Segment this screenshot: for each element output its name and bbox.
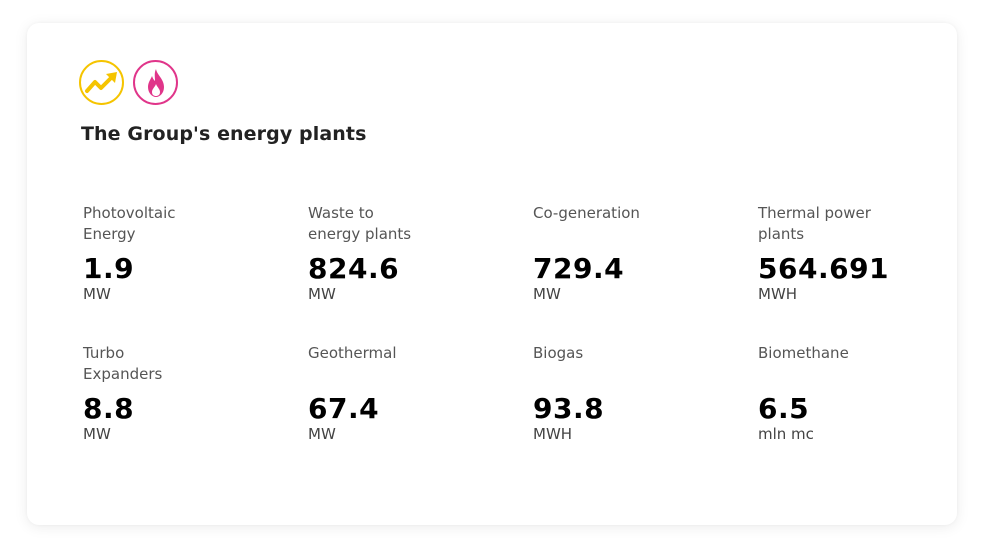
stat-thermal-power: Thermal power plants 564.691 MWH — [758, 203, 943, 343]
stats-grid: Photovoltaic Energy 1.9 MW Waste to ener… — [83, 203, 943, 483]
energy-plants-card — [27, 23, 957, 525]
stat-label: Waste to energy plants — [308, 204, 412, 243]
stat-value: 67.4 — [308, 392, 380, 425]
stat-unit: MW — [83, 425, 111, 443]
trend-up-icon — [79, 60, 124, 105]
stat-label: Biomethane — [758, 344, 849, 362]
stat-label: Photovoltaic Energy — [83, 204, 176, 243]
stat-co-generation: Co-generation 729.4 MW — [533, 203, 758, 343]
stat-unit: MW — [533, 285, 561, 303]
stat-value: 6.5 — [758, 392, 810, 425]
stat-value: 564.691 — [758, 252, 890, 285]
stat-label: Co-generation — [533, 204, 640, 222]
stat-value: 8.8 — [83, 392, 135, 425]
stat-value: 729.4 — [533, 252, 625, 285]
stat-value: 824.6 — [308, 252, 400, 285]
stat-turbo-expanders: Turbo Expanders 8.8 MW — [83, 343, 308, 483]
stat-photovoltaic: Photovoltaic Energy 1.9 MW — [83, 203, 308, 343]
stat-unit: MW — [83, 285, 111, 303]
stat-label: Geothermal — [308, 344, 397, 362]
stat-value: 93.8 — [533, 392, 605, 425]
stat-unit: MW — [308, 425, 336, 443]
stat-label: Thermal power plants — [758, 204, 871, 243]
stat-biogas: Biogas 93.8 MWH — [533, 343, 758, 483]
stat-unit: MW — [308, 285, 336, 303]
stat-biomethane: Biomethane 6.5 mln mc — [758, 343, 943, 483]
stat-waste-to-energy: Waste to energy plants 824.6 MW — [308, 203, 533, 343]
page-title: The Group's energy plants — [81, 123, 367, 145]
flame-icon — [133, 60, 178, 105]
stat-unit: MWH — [533, 425, 573, 443]
stat-value: 1.9 — [83, 252, 135, 285]
stat-unit: mln mc — [758, 425, 814, 443]
stat-unit: MWH — [758, 285, 798, 303]
stat-geothermal: Geothermal 67.4 MW — [308, 343, 533, 483]
category-icons — [79, 60, 178, 105]
stat-label: Turbo Expanders — [83, 344, 163, 383]
stat-label: Biogas — [533, 344, 584, 362]
